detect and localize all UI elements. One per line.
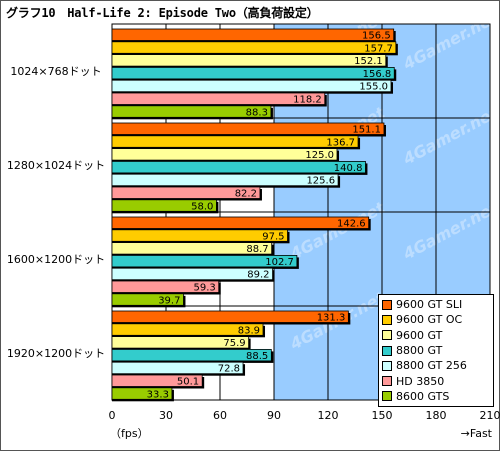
legend-item: 8600 GTS	[382, 389, 490, 404]
x-tick-label: 0	[109, 409, 116, 422]
legend-item: 8800 GT 256	[382, 358, 490, 373]
legend-label: 9600 GT OC	[396, 313, 463, 327]
bar	[111, 105, 272, 118]
data-label: 83.9	[238, 325, 260, 336]
data-label: 88.5	[246, 351, 268, 362]
legend-item: 9600 GT OC	[382, 312, 490, 327]
bar	[111, 160, 366, 174]
bar	[111, 348, 272, 362]
bar	[111, 199, 217, 212]
x-tick-label: 180	[426, 409, 447, 422]
data-label: 151.1	[352, 125, 381, 136]
bar	[111, 280, 220, 293]
data-label: 39.7	[158, 295, 180, 306]
x-tick-label: 60	[213, 409, 227, 422]
bar	[111, 242, 273, 255]
bar	[111, 336, 250, 349]
bar	[111, 92, 326, 105]
legend-swatch	[382, 391, 392, 402]
x-tick-label: 120	[318, 409, 339, 422]
bar	[111, 387, 173, 400]
chart-title: グラフ10 Half-Life 2: Episode Two（高負荷設定）	[6, 6, 319, 20]
legend-swatch	[382, 376, 392, 387]
bar	[111, 323, 264, 336]
data-label: 136.7	[326, 137, 355, 148]
legend-swatch	[382, 314, 392, 325]
bar	[111, 254, 298, 268]
category-label: 1920×1200ドット	[7, 347, 105, 360]
data-label: 82.2	[235, 189, 257, 200]
data-label: 156.8	[363, 69, 392, 80]
category-label: 1280×1024ドット	[7, 159, 105, 172]
data-label: 156.5	[362, 31, 391, 42]
legend-swatch	[382, 299, 392, 310]
bar	[111, 122, 385, 135]
data-label: 72.8	[218, 364, 240, 375]
category-label: 1600×1200ドット	[7, 253, 105, 266]
x-tick-label: 210	[480, 409, 500, 422]
bar	[111, 28, 395, 41]
legend-label: 9600 GT	[396, 328, 443, 342]
data-label: 118.2	[293, 95, 322, 106]
data-label: 59.3	[193, 283, 215, 294]
legend-label: 8800 GT	[396, 344, 443, 358]
data-label: 50.1	[177, 377, 199, 388]
bar	[111, 148, 338, 161]
data-label: 97.5	[262, 231, 284, 242]
bar	[111, 374, 203, 387]
data-label: 88.7	[246, 244, 268, 255]
data-label: 33.3	[147, 389, 169, 400]
data-label: 142.6	[337, 219, 366, 230]
data-label: 89.2	[247, 270, 269, 281]
bar	[111, 267, 273, 281]
data-label: 88.3	[246, 107, 268, 118]
data-label: 140.8	[334, 163, 363, 174]
legend-item: 8800 GT	[382, 343, 490, 358]
bar	[111, 79, 392, 93]
x-tick-label: 150	[372, 409, 393, 422]
data-label: 152.1	[354, 56, 383, 67]
legend-label: HD 3850	[396, 374, 445, 388]
legend-item: 9600 GT SLI	[382, 297, 490, 312]
data-label: 102.7	[265, 257, 294, 268]
data-label: 157.7	[364, 43, 393, 54]
data-label: 75.9	[223, 338, 245, 349]
x-tick-label: 90	[267, 409, 281, 422]
bar	[111, 67, 395, 80]
bar	[111, 229, 288, 242]
bar	[111, 310, 349, 323]
legend-label: 8800 GT 256	[396, 359, 467, 373]
data-label: 58.0	[191, 201, 213, 212]
bar	[111, 173, 339, 187]
bar	[111, 293, 184, 306]
data-label: 125.6	[306, 176, 335, 187]
bar	[111, 216, 370, 229]
legend-item: HD 3850	[382, 373, 490, 388]
data-label: 125.0	[305, 150, 334, 161]
legend-label: 8600 GTS	[396, 389, 450, 403]
legend-label: 9600 GT SLI	[396, 298, 463, 312]
legend-item: 9600 GT	[382, 328, 490, 343]
legend-swatch	[382, 360, 392, 371]
x-tick-label: 30	[159, 409, 173, 422]
bar	[111, 186, 261, 199]
bar	[111, 41, 397, 54]
x-axis-direction-note: →Fast	[461, 427, 493, 440]
legend-swatch	[382, 345, 392, 356]
x-axis-unit: （fps）	[110, 427, 149, 440]
bar	[111, 135, 359, 148]
legend-swatch	[382, 330, 392, 341]
category-label: 1024×768ドット	[10, 65, 101, 78]
bar	[111, 54, 387, 67]
data-label: 155.0	[359, 82, 388, 93]
data-label: 131.3	[317, 313, 346, 324]
legend: 9600 GT SLI 9600 GT OC 9600 GT 8800 GT 8800 …	[378, 294, 494, 408]
bar	[111, 361, 244, 375]
